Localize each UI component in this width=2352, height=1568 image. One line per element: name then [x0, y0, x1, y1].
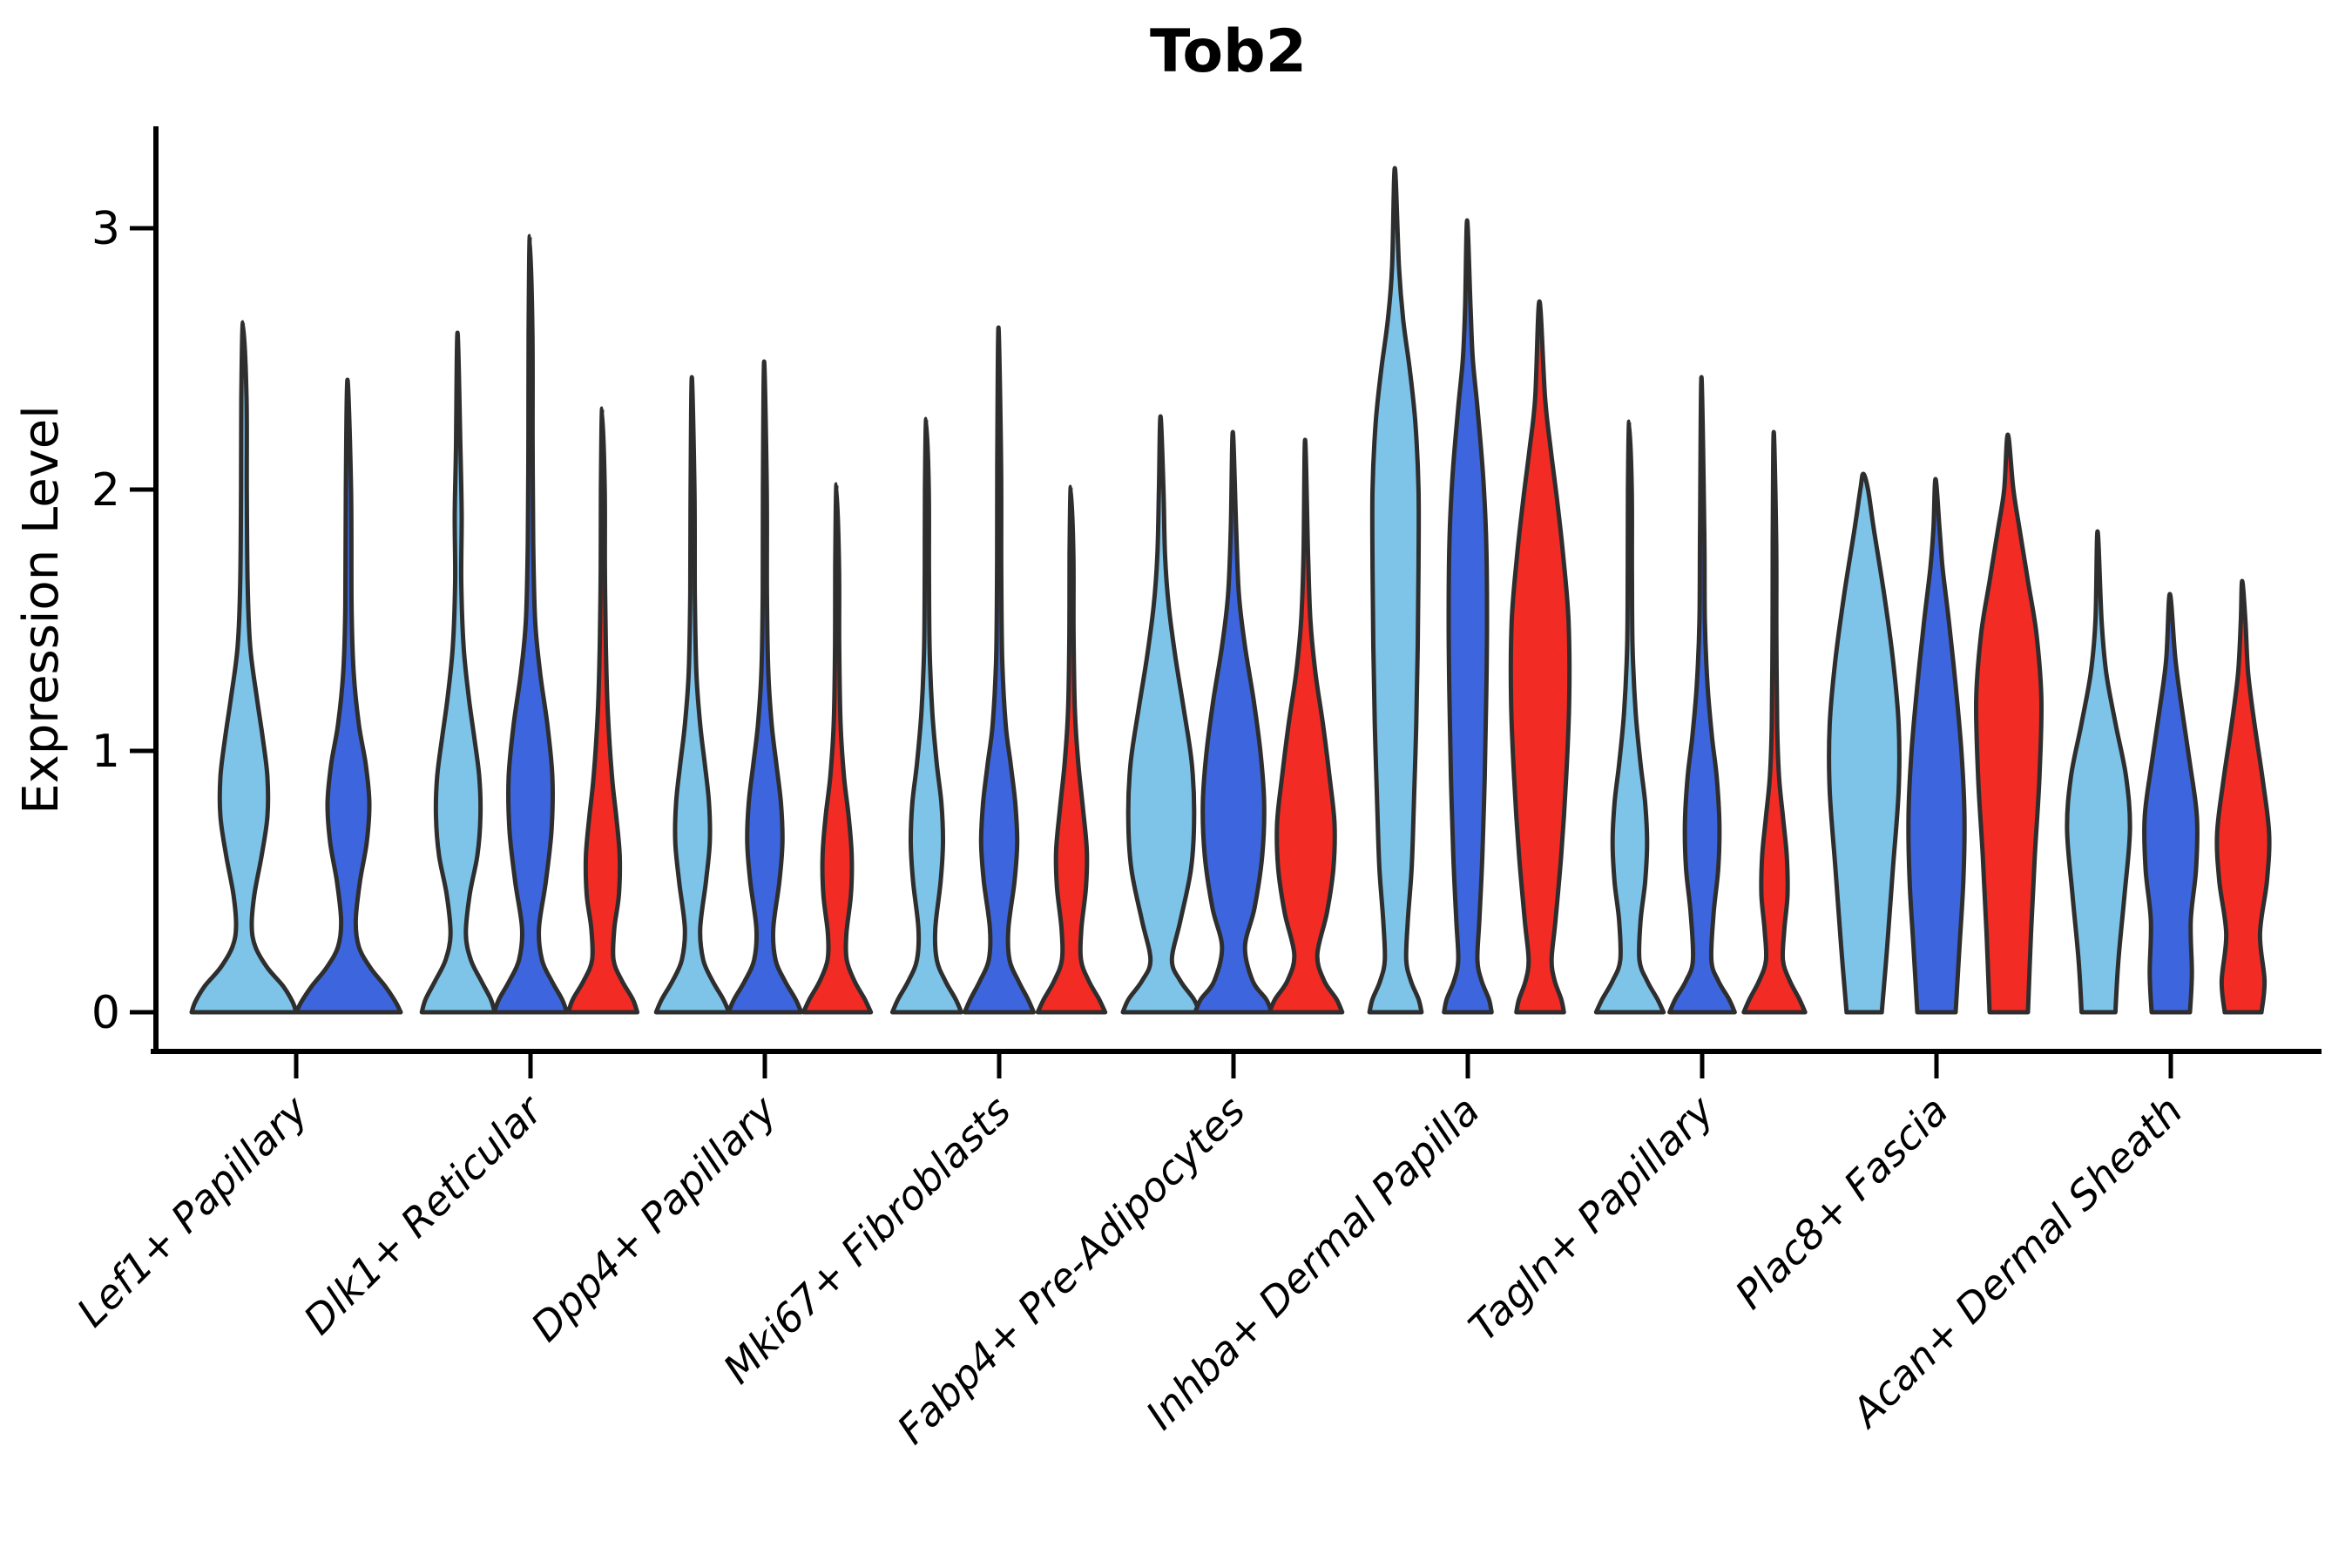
violin-fabp4-pre-adipocytes-condition-darkblue	[1193, 429, 1274, 1015]
violin-lef1-papillary-condition-lightblue	[189, 320, 299, 1015]
violin-mki67-fibroblasts-condition-darkblue	[962, 325, 1037, 1015]
violin-dlk1-reticular-condition-lightblue	[419, 330, 497, 1015]
y-tick-label-1: 1	[91, 726, 120, 778]
violin-dpp4-papillary-condition-darkblue	[726, 359, 804, 1015]
violin-plac8-fascia-condition-red	[1973, 432, 2044, 1015]
violin-inhba-dermal-papilla-condition-red	[1508, 299, 1572, 1015]
violin-tagln-papillary-condition-darkblue	[1667, 375, 1737, 1015]
plot-title: Tob2	[1150, 17, 1307, 86]
violin-dlk1-reticular-condition-red	[565, 406, 640, 1015]
violin-acan-dermal-sheath-condition-lightblue	[2065, 529, 2132, 1015]
violin-mki67-fibroblasts-condition-red	[1035, 484, 1108, 1015]
violin-lef1-papillary-condition-darkblue	[294, 377, 403, 1015]
violin-fabp4-pre-adipocytes-condition-red	[1267, 437, 1345, 1015]
violin-acan-dermal-sheath-condition-darkblue	[2142, 591, 2200, 1015]
violin-plac8-fascia-condition-darkblue	[1906, 476, 1967, 1015]
violin-tagln-papillary-condition-lightblue	[1593, 419, 1666, 1015]
violin-plac8-fascia-condition-lightblue	[1827, 471, 1902, 1015]
violin-mki67-fibroblasts-condition-lightblue	[889, 416, 964, 1015]
violin-dlk1-reticular-condition-darkblue	[491, 233, 570, 1015]
y-tick-label-3: 3	[91, 203, 120, 255]
violin-inhba-dermal-papilla-condition-lightblue	[1367, 166, 1424, 1015]
y-tick-label-0: 0	[91, 987, 120, 1039]
violin-acan-dermal-sheath-condition-red	[2214, 578, 2272, 1015]
violin-fabp4-pre-adipocytes-condition-lightblue	[1120, 414, 1202, 1015]
violin-dpp4-papillary-condition-lightblue	[653, 375, 732, 1015]
violin-tagln-papillary-condition-red	[1741, 429, 1808, 1015]
y-axis-ticks: 0 1 2 3	[91, 203, 153, 1039]
violin-dpp4-papillary-condition-red	[801, 482, 874, 1015]
y-tick-label-2: 2	[91, 464, 120, 517]
violin-inhba-dermal-papilla-condition-darkblue	[1442, 218, 1494, 1015]
violins-layer	[189, 166, 2272, 1015]
y-axis-title: Expression Level	[13, 405, 70, 814]
